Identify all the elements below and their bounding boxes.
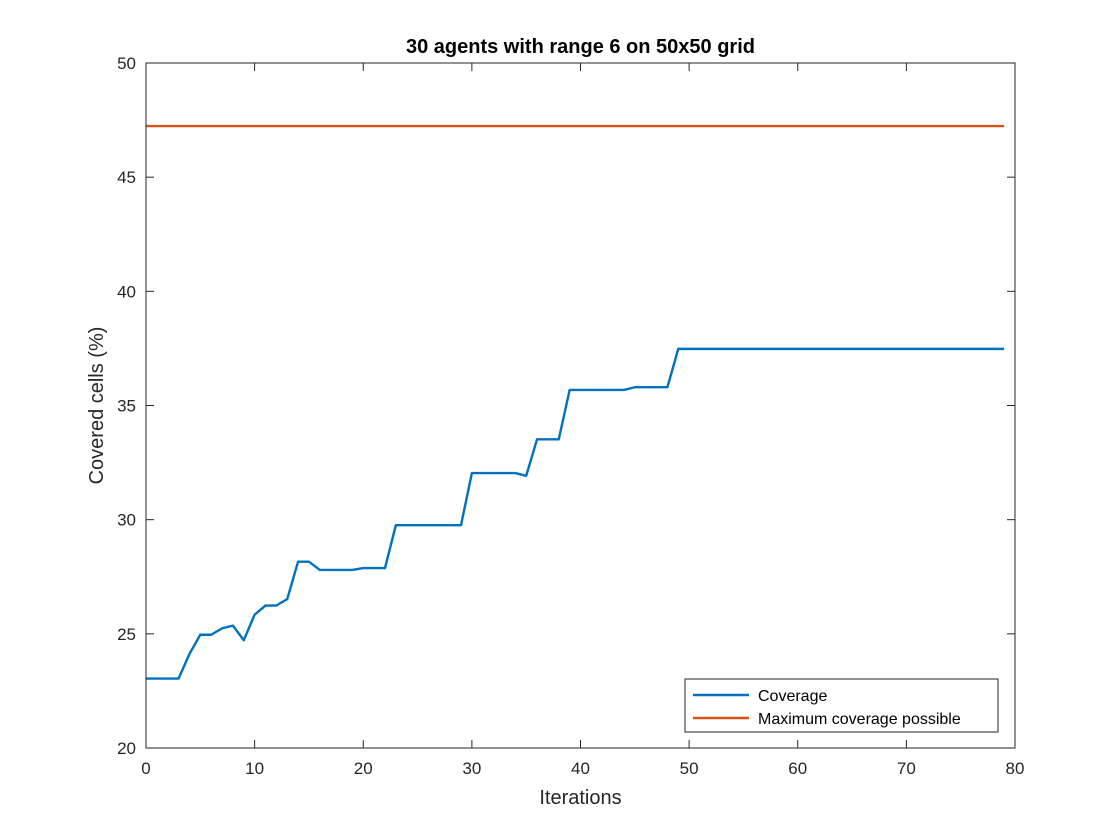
y-tick-label: 20 xyxy=(117,739,136,758)
x-tick-label: 80 xyxy=(1006,759,1025,778)
y-tick-label: 50 xyxy=(117,54,136,73)
x-tick-label: 70 xyxy=(897,759,916,778)
chart-title: 30 agents with range 6 on 50x50 grid xyxy=(406,36,755,58)
plot-area: 0 10 20 30 40 50 60 70 80 20 25 30 35 40 45 50 xyxy=(117,54,1024,778)
y-axis-label: Covered cells (%) xyxy=(86,327,108,485)
x-tick-label: 0 xyxy=(141,759,150,778)
x-tick-label: 60 xyxy=(788,759,807,778)
x-axis-label: Iterations xyxy=(539,787,621,809)
y-tick-label: 25 xyxy=(117,625,136,644)
legend: Coverage Maximum coverage possible xyxy=(684,678,999,733)
legend-entry-label: Maximum coverage possible xyxy=(758,711,961,728)
series-line-coverage xyxy=(146,347,1005,680)
legend-box xyxy=(684,678,999,733)
x-tick-label: 40 xyxy=(571,759,590,778)
x-tick-label: 50 xyxy=(680,759,699,778)
x-tick-label: 20 xyxy=(354,759,373,778)
legend-entry-label: Coverage xyxy=(758,688,827,705)
x-tick-label: 30 xyxy=(462,759,481,778)
x-tick-label: 10 xyxy=(245,759,264,778)
y-tick-label: 40 xyxy=(117,282,136,301)
y-tick-label: 30 xyxy=(117,511,136,530)
y-tick-label: 45 xyxy=(117,168,136,187)
y-tick-label: 35 xyxy=(117,397,136,416)
